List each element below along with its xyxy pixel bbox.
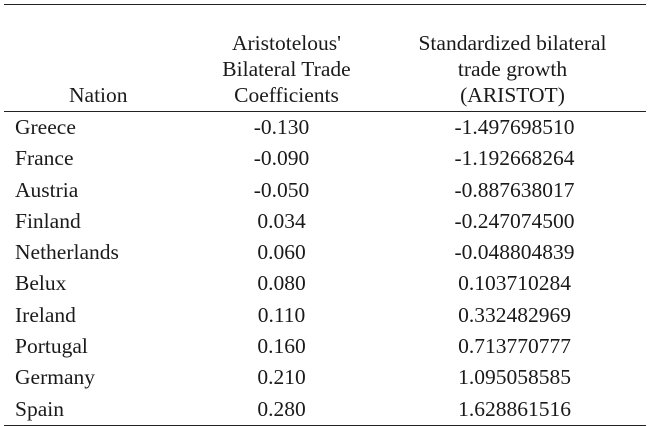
cell-nation: Portugal <box>15 334 88 359</box>
table-row: Ireland 0.110 0.332482969 <box>4 300 646 331</box>
cell-nation: Germany <box>15 365 95 390</box>
header-standardized-line-2: trade growth <box>457 57 568 81</box>
header-standardized: Standardized bilateral trade growth (ARI… <box>379 5 646 111</box>
table-row: Greece -0.130 -1.497698510 <box>4 112 646 143</box>
header-standardized-line-3: (ARISTOT) <box>460 83 565 107</box>
cell-coefficient: 0.080 <box>257 271 306 296</box>
trade-table-body: Greece -0.130 -1.497698510 France -0.090… <box>4 112 646 425</box>
table-row: Germany 0.210 1.095058585 <box>4 362 646 393</box>
cell-nation: Spain <box>15 396 64 421</box>
table-row: Belux 0.080 0.103710284 <box>4 268 646 299</box>
cell-standardized: 1.628861516 <box>458 396 571 421</box>
cell-standardized: 1.095058585 <box>458 365 571 390</box>
cell-nation: Netherlands <box>15 240 119 265</box>
cell-coefficient: 0.160 <box>257 334 306 359</box>
data-table-container: Nation Aristotelous' Bilateral Trade Coe… <box>4 4 646 426</box>
cell-standardized: -0.887638017 <box>454 177 575 202</box>
table-row: Portugal 0.160 0.713770777 <box>4 331 646 362</box>
table-row: Spain 0.280 1.628861516 <box>4 394 646 425</box>
cell-nation: France <box>15 146 74 171</box>
cell-standardized: 0.713770777 <box>458 334 571 359</box>
table-row: Austria -0.050 -0.887638017 <box>4 175 646 206</box>
header-coefficients-line-2: Bilateral Trade <box>222 57 351 81</box>
cell-coefficient: -0.090 <box>253 146 310 171</box>
cell-nation: Ireland <box>15 302 76 327</box>
table-header-rule <box>4 111 646 112</box>
cell-coefficient: 0.110 <box>257 302 306 327</box>
header-coefficients: Aristotelous' Bilateral Trade Coefficien… <box>194 5 379 111</box>
table-row: France -0.090 -1.192668264 <box>4 143 646 174</box>
cell-coefficient: 0.210 <box>257 365 306 390</box>
trade-table: Nation Aristotelous' Bilateral Trade Coe… <box>4 5 646 111</box>
cell-coefficient: -0.050 <box>253 177 310 202</box>
header-coefficients-line-1: Aristotelous' <box>232 31 341 55</box>
cell-standardized: -0.247074500 <box>454 208 575 233</box>
cell-nation: Belux <box>15 271 67 296</box>
table-header: Nation Aristotelous' Bilateral Trade Coe… <box>4 5 646 111</box>
cell-nation: Greece <box>15 115 76 139</box>
table-row: Finland 0.034 -0.247074500 <box>4 206 646 237</box>
cell-coefficient: 0.034 <box>257 208 306 233</box>
table-row: Netherlands 0.060 -0.048804839 <box>4 237 646 268</box>
cell-standardized: 0.332482969 <box>458 302 571 327</box>
header-coefficients-line-3: Coefficients <box>234 83 339 107</box>
cell-coefficient: 0.060 <box>257 240 306 265</box>
header-nation: Nation <box>69 83 128 107</box>
cell-nation: Austria <box>15 177 79 202</box>
cell-standardized: -1.192668264 <box>454 146 575 171</box>
cell-standardized: -0.048804839 <box>454 240 575 265</box>
cell-coefficient: -0.130 <box>253 115 310 139</box>
cell-standardized: 0.103710284 <box>458 271 571 296</box>
cell-nation: Finland <box>15 208 81 233</box>
table-body: Greece -0.130 -1.497698510 France -0.090… <box>4 112 646 425</box>
header-standardized-line-1: Standardized bilateral <box>418 31 607 55</box>
cell-coefficient: 0.280 <box>257 396 306 421</box>
table-top-rule <box>4 4 646 5</box>
cell-standardized: -1.497698510 <box>454 115 575 139</box>
